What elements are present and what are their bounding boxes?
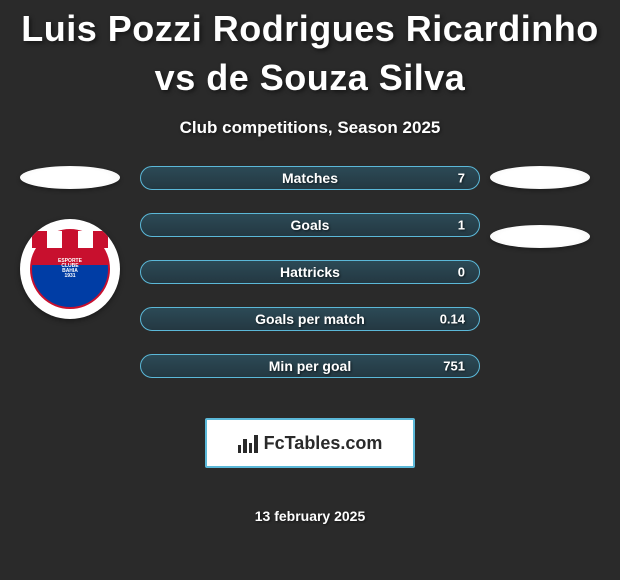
brand-box[interactable]: FcTables.com — [205, 418, 415, 468]
club-badge-graphic: ESPORTE CLUBEBAHIA1931 — [30, 229, 110, 309]
bar-chart-icon — [238, 433, 258, 453]
badge-text: ESPORTE CLUBEBAHIA1931 — [51, 259, 89, 279]
page-title: Luis Pozzi Rodrigues Ricardinho vs de So… — [10, 5, 610, 102]
stat-row-goals-per-match: Goals per match 0.14 — [140, 307, 480, 331]
subtitle: Club competitions, Season 2025 — [10, 118, 610, 138]
stat-row-hattricks: Hattricks 0 — [140, 260, 480, 284]
stat-label: Goals — [291, 217, 330, 233]
player-right-name-placeholder — [490, 166, 590, 189]
stat-label: Goals per match — [255, 311, 365, 327]
club-badge-left: ESPORTE CLUBEBAHIA1931 — [20, 219, 120, 319]
stat-row-matches: Matches 7 — [140, 166, 480, 190]
comparison-area: ESPORTE CLUBEBAHIA1931 Matches 7 Goals 1… — [10, 166, 610, 524]
stat-label: Min per goal — [269, 358, 351, 374]
stat-label: Hattricks — [280, 264, 340, 280]
left-player-column: ESPORTE CLUBEBAHIA1931 — [20, 166, 120, 319]
brand-text: FcTables.com — [264, 433, 383, 454]
date-text: 13 february 2025 — [255, 508, 366, 524]
player-right-secondary-placeholder — [490, 225, 590, 248]
stats-list: Matches 7 Goals 1 Hattricks 0 Goals per … — [140, 166, 480, 524]
stat-label: Matches — [282, 170, 338, 186]
stat-row-goals: Goals 1 — [140, 213, 480, 237]
stat-value: 1 — [458, 218, 465, 233]
stat-value: 7 — [458, 171, 465, 186]
stat-value: 751 — [443, 359, 465, 374]
stat-value: 0.14 — [440, 312, 465, 327]
stat-row-min-per-goal: Min per goal 751 — [140, 354, 480, 378]
right-player-column — [490, 166, 590, 248]
stat-value: 0 — [458, 265, 465, 280]
player-left-name-placeholder — [20, 166, 120, 189]
